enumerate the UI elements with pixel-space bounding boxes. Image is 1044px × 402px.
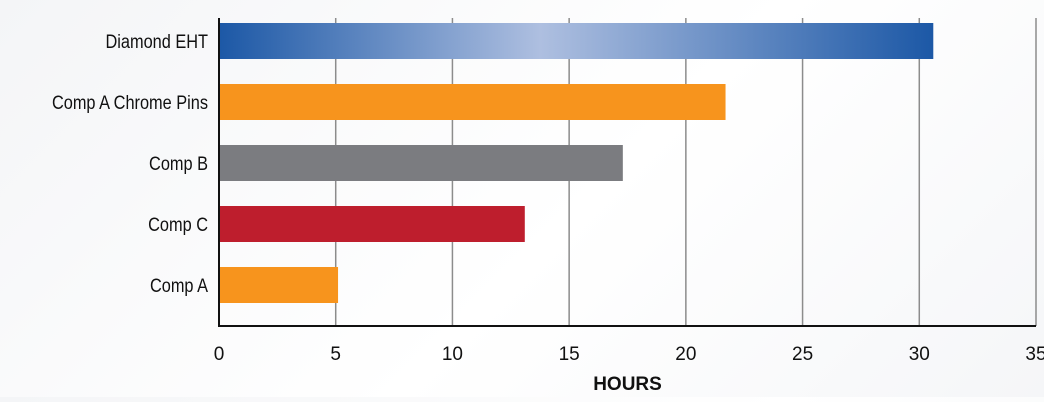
category-label: Comp C — [148, 214, 208, 235]
x-tick-label: 0 — [214, 344, 225, 365]
bar-comp-a — [219, 267, 338, 303]
category-label: Comp A Chrome Pins — [52, 92, 208, 113]
category-label: Comp B — [149, 153, 208, 174]
x-tick-label: 20 — [675, 344, 696, 365]
x-tick-label: 10 — [442, 344, 463, 365]
x-tick-label: 35 — [1025, 344, 1044, 365]
bar-comp-a-chrome-pins — [219, 84, 726, 120]
labels: 0 5 10 15 20 25 30 35 Diamond EHT Comp A Chrome P… — [52, 31, 1044, 365]
category-label: Diamond EHT — [105, 31, 208, 52]
category-label: Comp A — [150, 275, 208, 296]
bar-comp-c — [219, 206, 525, 242]
bar-diamond-eht — [219, 23, 933, 59]
bars — [219, 23, 933, 303]
x-tick-label: 5 — [330, 344, 341, 365]
x-axis-title: HOURS — [593, 374, 662, 395]
x-tick-label: 15 — [559, 344, 580, 365]
x-tick-label: 30 — [909, 344, 930, 365]
bar-comp-b — [219, 145, 623, 181]
x-tick-label: 25 — [792, 344, 813, 365]
